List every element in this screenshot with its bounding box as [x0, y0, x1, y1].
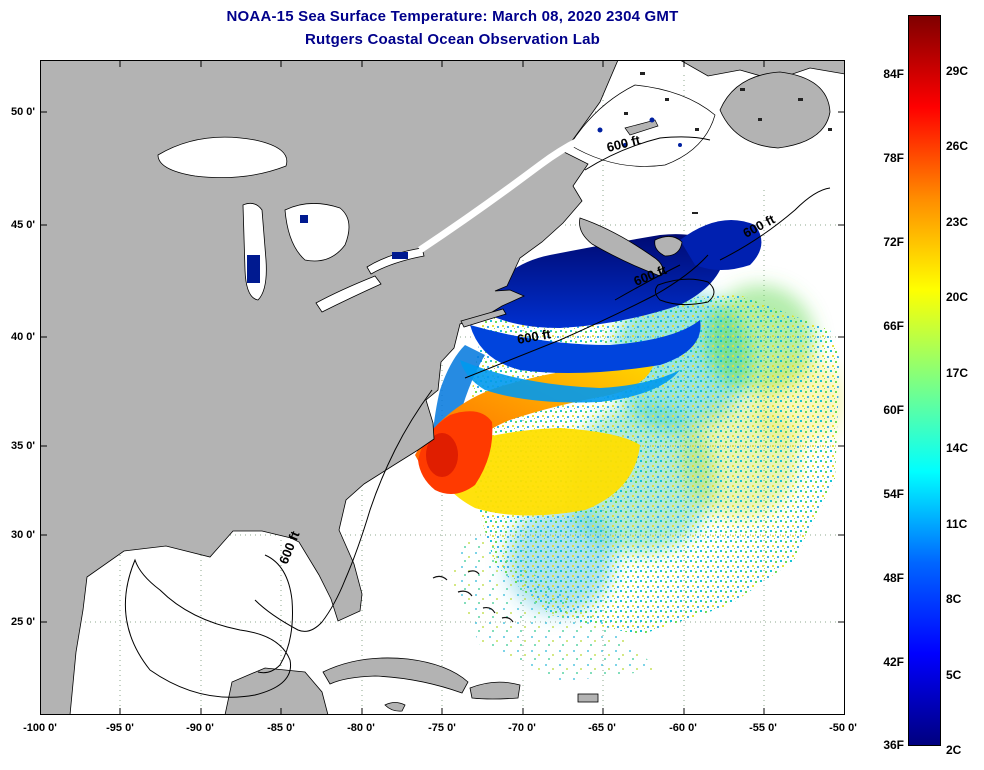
- sst-blue-band: [470, 320, 701, 374]
- lat-tick-label: 25 0': [10, 616, 35, 628]
- colorbar-f-label: 84F: [883, 67, 904, 81]
- lon-tick-label: -90 0': [186, 722, 214, 734]
- figure-subtitle: Rutgers Coastal Ocean Observation Lab: [305, 31, 600, 48]
- colorbar-c-label: 23C: [946, 215, 969, 229]
- contour-gulf-of-mexico: [124, 558, 292, 698]
- lake-superior: [157, 136, 288, 179]
- lon-tick-label: -65 0': [588, 722, 616, 734]
- lon-tick-label: -85 0': [267, 722, 295, 734]
- lon-tick-label: -95 0': [106, 722, 134, 734]
- colorbar-f-label: 36F: [883, 738, 904, 752]
- lon-tick-label: -70 0': [508, 722, 536, 734]
- map-canvas: 600 ft 600 ft 600 ft 600 ft 600 ft: [39, 59, 846, 716]
- sst-cyan-band: [460, 360, 680, 403]
- colorbar-c-label: 5C: [946, 668, 962, 682]
- newfoundland: [719, 71, 831, 149]
- contour-georges-bank: [654, 278, 715, 306]
- sst-warm-core-center: [426, 433, 458, 477]
- contour-scotian-shelf: [719, 187, 831, 261]
- island-specks: [624, 72, 832, 214]
- bathymetry-contours: [124, 136, 831, 698]
- colorbar-c-label: 20C: [946, 290, 969, 304]
- colorbar-f-label: 42F: [883, 655, 904, 669]
- nova-scotia: [579, 217, 664, 277]
- lake-michigan: [242, 202, 267, 301]
- great-lakes: [157, 136, 582, 313]
- puerto-rico: [577, 693, 599, 703]
- contour-west-florida-shelf: [257, 554, 293, 674]
- sst-speckle-field-south: [450, 530, 660, 682]
- cape-breton: [654, 236, 683, 257]
- sst-data-layer: [415, 220, 845, 682]
- axis-tick-marks: [40, 60, 845, 715]
- contour-shelf-edge: [464, 254, 709, 379]
- contour-southeast-shelf: [254, 389, 433, 632]
- lat-tick-label: 40 0': [10, 331, 35, 343]
- anticosti-island: [624, 119, 659, 136]
- colorbar-c-label: 2C: [946, 743, 962, 757]
- lat-tick-label: 50 0': [10, 106, 35, 118]
- colorbar-f-label: 54F: [883, 487, 904, 501]
- lake-sst-specks: [247, 215, 408, 283]
- sst-cold-gulf-of-maine: [480, 234, 725, 328]
- lat-tick-label: 45 0': [10, 219, 35, 231]
- figure-title: NOAA-15 Sea Surface Temperature: March 0…: [226, 8, 679, 25]
- colorbar-c-label: 17C: [946, 366, 969, 380]
- colorbar-gradient: [908, 15, 941, 746]
- colorbar-c-label: 14C: [946, 441, 969, 455]
- colorbar-c-label: 8C: [946, 592, 962, 606]
- lon-tick-label: -100 0': [23, 722, 57, 734]
- contour-label: 600 ft: [516, 326, 553, 347]
- colorbar-c-label: 26C: [946, 139, 969, 153]
- colorbar-f-label: 78F: [883, 151, 904, 165]
- hispaniola: [469, 681, 521, 700]
- lon-tick-label: -75 0': [428, 722, 456, 734]
- lake-erie: [315, 275, 382, 313]
- long-island: [460, 308, 507, 328]
- lon-tick-label: -50 0': [829, 722, 857, 734]
- lon-tick-label: -55 0': [749, 722, 777, 734]
- map-plot-area: 600 ft 600 ft 600 ft 600 ft 600 ft: [39, 59, 846, 716]
- bahamas-islands: [432, 570, 514, 623]
- st-lawrence-river: [418, 136, 582, 253]
- colorbar-f-label: 48F: [883, 571, 904, 585]
- colorbar-f-label: 60F: [883, 403, 904, 417]
- lat-tick-label: 35 0': [10, 440, 35, 452]
- sst-cold-scotian-shelf: [680, 220, 762, 270]
- colorbar-c-label: 29C: [946, 64, 969, 78]
- sst-specks-gulf-st-lawrence: [597, 117, 682, 147]
- colorbar-c-label: 11C: [946, 517, 968, 531]
- lon-tick-label: -60 0': [669, 722, 697, 734]
- colorbar-f-label: 66F: [883, 319, 904, 333]
- contour-laurentian-channel: [584, 136, 711, 171]
- continent-north-america: [39, 59, 619, 716]
- cuba: [322, 657, 469, 694]
- northeast-ocean: [569, 59, 846, 277]
- lake-ontario: [366, 247, 425, 275]
- jamaica: [384, 702, 406, 712]
- colorbar-f-label: 72F: [883, 235, 904, 249]
- contour-gulf-of-maine: [614, 264, 681, 301]
- lon-tick-label: -80 0': [347, 722, 375, 734]
- lat-tick-label: 30 0': [10, 529, 35, 541]
